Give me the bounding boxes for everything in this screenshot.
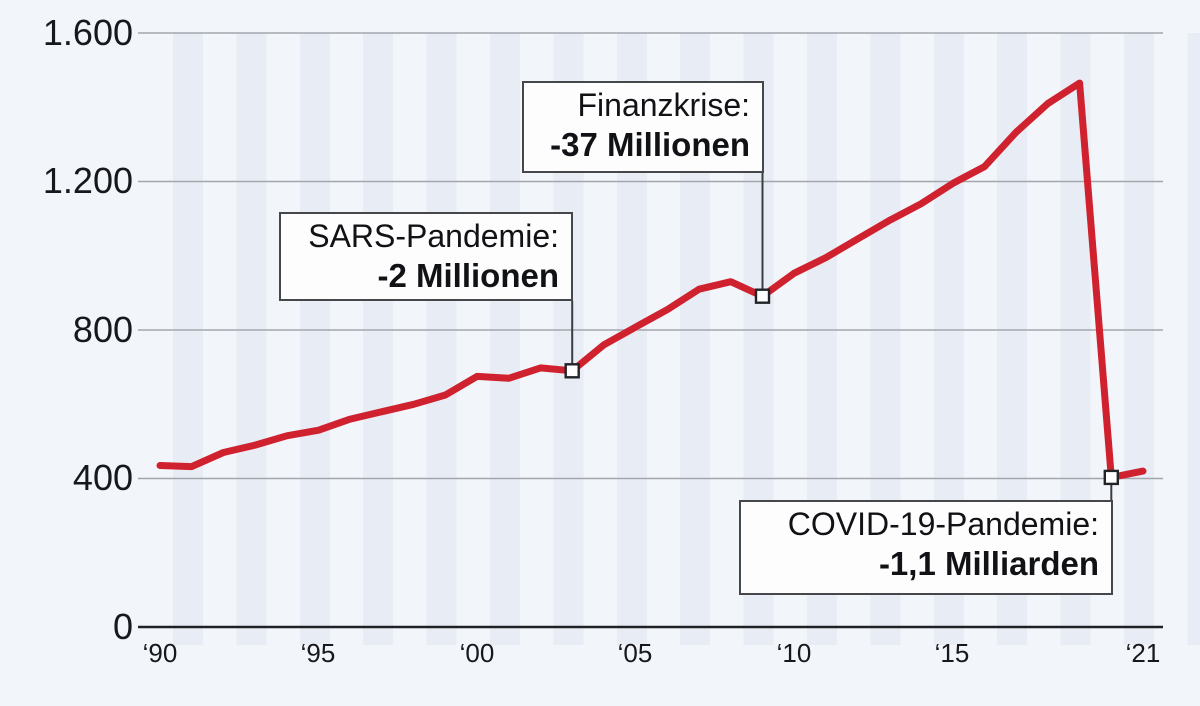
annotation-value: -1,1 Milliarden [878, 545, 1099, 582]
annotation-title: COVID-19-Pandemie: [787, 506, 1099, 542]
data-line [156, 79, 1147, 481]
data-point-marker [754, 288, 771, 304]
y-tick-label: 800 [72, 309, 133, 350]
annotation-title: Finanzkrise: [577, 87, 751, 123]
x-tick-label: ‘15 [934, 638, 970, 668]
y-tick-label: 1.200 [42, 160, 133, 201]
annotation-covid: COVID-19-Pandemie: -1,1 Milliarden [739, 500, 1113, 595]
data-point-marker [1103, 469, 1120, 486]
y-tick-label: 0 [112, 606, 133, 647]
annotation-value: -37 Millionen [550, 126, 750, 163]
x-tick-label: ‘05 [617, 638, 653, 668]
x-tick-label: ‘90 [142, 638, 178, 668]
annotation-value: -2 Millionen [377, 257, 560, 294]
y-tick-label: 1.600 [42, 12, 133, 53]
annotation-finanzkrise: Finanzkrise: -37 Millionen [522, 81, 764, 173]
x-tick-label: ‘10 [776, 638, 812, 668]
x-tick-label: ‘95 [300, 638, 336, 668]
y-tick-label: 400 [72, 457, 133, 498]
x-tick-label: ‘21 [1125, 638, 1161, 668]
data-point-marker [564, 363, 580, 379]
annotation-sars: SARS-Pandemie: -2 Millionen [279, 212, 573, 301]
annotation-title: SARS-Pandemie: [308, 218, 559, 254]
x-tick-label: ‘00 [459, 638, 495, 668]
